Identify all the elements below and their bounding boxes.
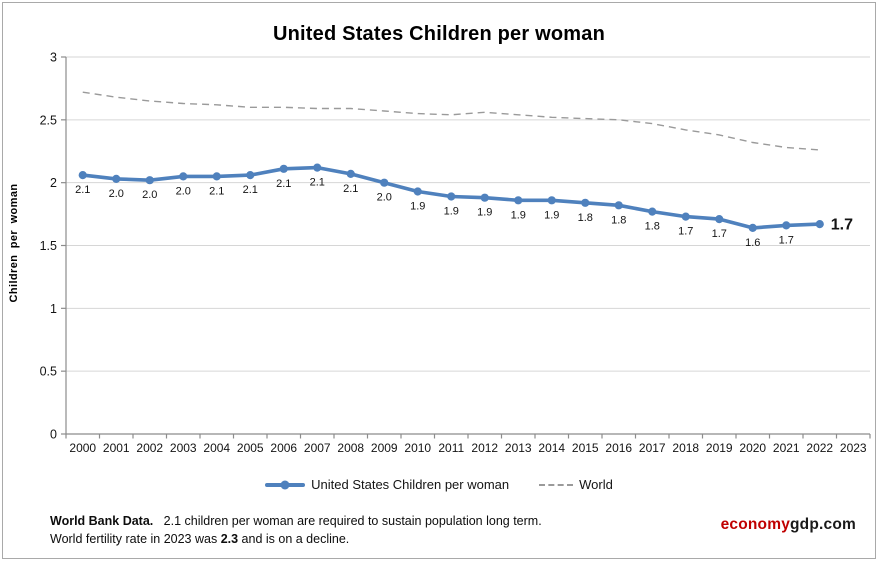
us-marker-icon bbox=[280, 480, 290, 489]
svg-text:2.1: 2.1 bbox=[75, 184, 90, 196]
svg-text:2001: 2001 bbox=[103, 441, 130, 455]
svg-text:2015: 2015 bbox=[572, 441, 599, 455]
svg-text:1.8: 1.8 bbox=[645, 221, 660, 233]
svg-text:1.9: 1.9 bbox=[511, 209, 526, 221]
svg-text:1.6: 1.6 bbox=[745, 237, 760, 249]
svg-text:0.5: 0.5 bbox=[40, 365, 57, 379]
svg-text:1.8: 1.8 bbox=[578, 212, 593, 224]
svg-text:2008: 2008 bbox=[337, 441, 364, 455]
svg-text:2: 2 bbox=[50, 176, 57, 190]
footnote: World Bank Data. 2.1 children per woman … bbox=[50, 512, 542, 548]
svg-text:2014: 2014 bbox=[538, 441, 565, 455]
svg-text:2005: 2005 bbox=[237, 441, 264, 455]
svg-text:2006: 2006 bbox=[270, 441, 297, 455]
us-line-swatch-icon bbox=[265, 480, 306, 489]
footnote-line-2: World fertility rate in 2023 was 2.3 and… bbox=[50, 530, 542, 548]
chart-title: United States Children per woman bbox=[272, 23, 605, 45]
legend-item-us: United States Children per woman bbox=[265, 477, 509, 492]
svg-text:2000: 2000 bbox=[69, 441, 96, 455]
footnote-text-2a: World fertility rate in 2023 was bbox=[50, 532, 221, 546]
world-dash-swatch-icon bbox=[539, 483, 574, 486]
site-logo: economygdp.com bbox=[721, 516, 856, 534]
svg-text:2009: 2009 bbox=[371, 441, 398, 455]
svg-text:2016: 2016 bbox=[605, 441, 632, 455]
svg-text:1.7: 1.7 bbox=[712, 228, 727, 240]
footnote-text-2b: and is on a decline. bbox=[238, 532, 350, 546]
svg-text:2018: 2018 bbox=[672, 441, 699, 455]
footnote-line-1: World Bank Data. 2.1 children per woman … bbox=[50, 512, 542, 530]
svg-text:2023: 2023 bbox=[840, 441, 867, 455]
svg-text:1.7: 1.7 bbox=[779, 234, 794, 246]
svg-text:2.0: 2.0 bbox=[377, 192, 392, 204]
svg-text:2020: 2020 bbox=[739, 441, 766, 455]
footnote-world-rate: 2.3 bbox=[220, 532, 239, 546]
svg-text:2021: 2021 bbox=[773, 441, 800, 455]
svg-text:1.9: 1.9 bbox=[477, 207, 492, 219]
y-tick-labels: 0 0.5 1 1.5 2 2.5 3 bbox=[40, 51, 57, 442]
svg-text:1.7: 1.7 bbox=[831, 217, 853, 234]
gridlines bbox=[66, 56, 870, 372]
data-labels: 2.1 2.0 2.0 2.0 2.1 2.1 2.1 2.1 2.1 2.0 1.9 1.9 1.9 1… bbox=[75, 177, 794, 249]
svg-text:3: 3 bbox=[50, 51, 57, 65]
footnote-source: World Bank Data. bbox=[50, 514, 154, 528]
svg-text:1.9: 1.9 bbox=[544, 209, 559, 221]
us-series-markers bbox=[78, 163, 824, 232]
svg-text:2.1: 2.1 bbox=[209, 185, 224, 197]
axes bbox=[61, 56, 871, 439]
logo-gdp-com: gdp.com bbox=[790, 516, 856, 533]
legend-label-us: United States Children per woman bbox=[311, 477, 510, 492]
logo-economy: economy bbox=[720, 516, 791, 533]
svg-text:1.7: 1.7 bbox=[678, 226, 693, 238]
legend: United States Children per woman World bbox=[0, 477, 878, 492]
svg-text:2.0: 2.0 bbox=[109, 188, 124, 200]
svg-text:2011: 2011 bbox=[438, 441, 464, 455]
svg-text:2.1: 2.1 bbox=[343, 183, 358, 195]
svg-text:1.9: 1.9 bbox=[410, 201, 425, 213]
svg-text:1.9: 1.9 bbox=[444, 206, 459, 218]
svg-text:1.5: 1.5 bbox=[40, 239, 57, 253]
svg-text:1.8: 1.8 bbox=[611, 214, 626, 226]
svg-text:2.1: 2.1 bbox=[243, 184, 258, 196]
svg-text:2.1: 2.1 bbox=[310, 177, 325, 189]
legend-label-world: World bbox=[579, 477, 613, 492]
legend-item-world: World bbox=[539, 477, 613, 492]
svg-text:2.0: 2.0 bbox=[176, 185, 191, 197]
footnote-text-1: 2.1 children per woman are required to s… bbox=[153, 514, 542, 528]
world-series-line bbox=[82, 91, 820, 151]
svg-text:2.5: 2.5 bbox=[40, 113, 57, 127]
svg-text:2017: 2017 bbox=[639, 441, 666, 455]
svg-text:2019: 2019 bbox=[706, 441, 733, 455]
svg-text:2010: 2010 bbox=[404, 441, 431, 455]
svg-text:1: 1 bbox=[50, 302, 57, 316]
x-tick-labels: 2000 2001 2002 2003 2004 2005 2006 2007 2008 2009… bbox=[69, 441, 867, 455]
end-value-label: 1.7 bbox=[831, 217, 853, 234]
svg-text:2.0: 2.0 bbox=[142, 189, 157, 201]
svg-text:0: 0 bbox=[50, 428, 57, 442]
svg-text:2004: 2004 bbox=[203, 441, 230, 455]
svg-text:2013: 2013 bbox=[505, 441, 532, 455]
svg-text:2003: 2003 bbox=[170, 441, 197, 455]
svg-text:2012: 2012 bbox=[471, 441, 498, 455]
svg-text:2.1: 2.1 bbox=[276, 178, 291, 190]
svg-text:2002: 2002 bbox=[136, 441, 163, 455]
svg-text:2022: 2022 bbox=[806, 441, 833, 455]
svg-text:2007: 2007 bbox=[304, 441, 331, 455]
